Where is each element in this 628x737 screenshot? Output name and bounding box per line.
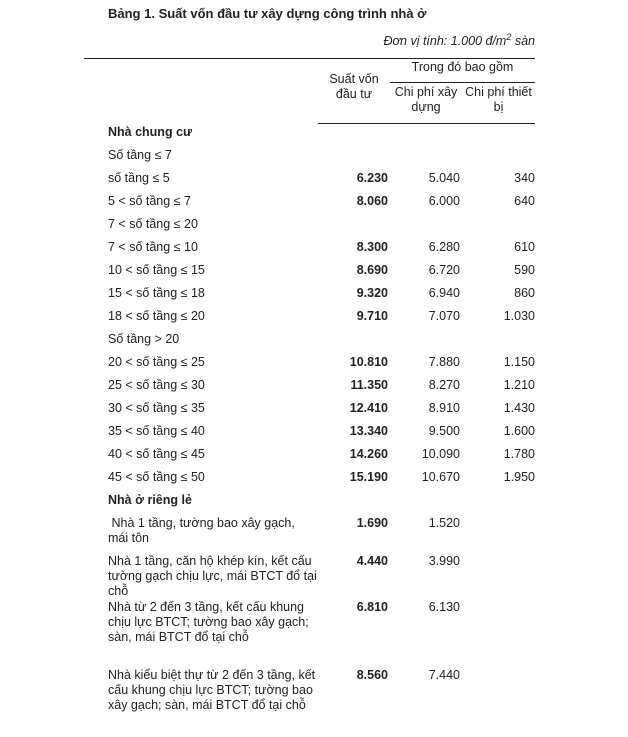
cell-v1: 15.190 [349,470,388,484]
cell-v2: 6.280 [428,240,460,254]
cell-v2: 5.040 [428,171,460,185]
row-label: Nhà từ 2 đến 3 tầng, kết cấu khung chịu … [108,600,313,644]
cell-v1: 14.260 [349,447,388,461]
cell-v2: 7.880 [428,355,460,369]
cell-v1: 8.060 [356,194,388,208]
cell-v2: 3.990 [428,554,460,568]
cell-v2: 8.270 [428,378,460,392]
row-label: Nhà kiểu biệt thự từ 2 đến 3 tầng, kết c… [108,668,319,712]
cell-v3: 1.430 [503,401,535,415]
row-label: 40 < số tầng ≤ 45 [108,447,205,461]
cell-v3: 610 [514,240,535,254]
cell-v1: 4.440 [356,554,388,568]
cell-v3: 590 [514,263,535,277]
header-col3: Chi phí thiết bị [465,85,532,114]
cell-v1: 13.340 [349,424,388,438]
row-label: Nhà chung cư [108,125,193,139]
cell-v1: 10.810 [349,355,388,369]
cell-v3: 1.210 [503,378,535,392]
cell-v2: 7.070 [428,309,460,323]
cell-v3: 860 [514,286,535,300]
row-label: số tầng ≤ 5 [108,171,170,185]
row-label: 7 < số tầng ≤ 10 [108,240,198,254]
cell-v2: 6.000 [428,194,460,208]
row-label: 15 < số tầng ≤ 18 [108,286,205,300]
cell-v3: 1.030 [503,309,535,323]
unit-note: Đơn vị tính: 1.000 đ/m2 sàn [383,32,535,48]
cell-v1: 8.690 [356,263,388,277]
cell-v2: 6.720 [428,263,460,277]
row-label: Số tầng ≤ 7 [108,148,172,162]
unit-text: Đơn vị tính: 1.000 đ/m [383,34,507,49]
row-label: Nhà 1 tầng, tường bao xây gạch, mái tôn [108,516,299,545]
header-bottom-rule [318,123,535,124]
cell-v3: 640 [514,194,535,208]
cell-v1: 12.410 [349,401,388,415]
row-label: Số tầng > 20 [108,332,180,346]
top-rule [84,58,535,59]
cell-v1: 6.230 [356,171,388,185]
cell-v3: 1.600 [503,424,535,438]
cell-v2: 9.500 [428,424,460,438]
table-title: Bảng 1. Suất vốn đầu tư xây dựng công tr… [108,6,427,21]
header-group: Trong đó bao gồm [411,60,514,74]
cell-v1: 11.350 [350,378,388,392]
cell-v2: 1.520 [428,516,460,530]
cell-v2: 6.940 [428,286,460,300]
row-label: Nhà 1 tầng, căn hộ khép kín, kết cấu tườ… [108,554,321,598]
header-col2: Chi phí xây dựng [394,85,458,114]
cell-v2: 8.910 [428,401,460,415]
header-col1: Suất vốn đầu tư [329,72,379,101]
unit-sup: 2 [506,32,512,42]
row-label: 25 < số tầng ≤ 30 [108,378,205,392]
cell-v3: 1.150 [503,355,535,369]
cell-v2: 10.090 [421,447,460,461]
row-label: 10 < số tầng ≤ 15 [108,263,205,277]
cell-v1: 9.320 [356,286,388,300]
row-label: 5 < số tầng ≤ 7 [108,194,191,208]
cell-v1: 9.710 [356,309,388,323]
cell-v3: 1.780 [503,447,535,461]
cell-v1: 8.560 [356,668,388,682]
cell-v1: 6.810 [356,600,388,614]
row-label: 18 < số tầng ≤ 20 [108,309,205,323]
row-label: 35 < số tầng ≤ 40 [108,424,205,438]
row-label: 45 < số tầng ≤ 50 [108,470,205,484]
unit-tail: sàn [511,34,535,49]
cell-v3: 1.950 [503,470,535,484]
cell-v3: 340 [514,171,535,185]
row-label: 7 < số tầng ≤ 20 [108,217,198,231]
row-label: 20 < số tầng ≤ 25 [108,355,205,369]
row-label: 30 < số tầng ≤ 35 [108,401,205,415]
cell-v1: 8.300 [356,240,388,254]
cell-v1: 1.690 [356,516,388,530]
row-label: Nhà ở riêng lẻ [108,493,192,507]
cell-v2: 7.440 [428,668,460,682]
cell-v2: 6.130 [428,600,460,614]
cell-v2: 10.670 [421,470,460,484]
group-rule [390,82,535,83]
